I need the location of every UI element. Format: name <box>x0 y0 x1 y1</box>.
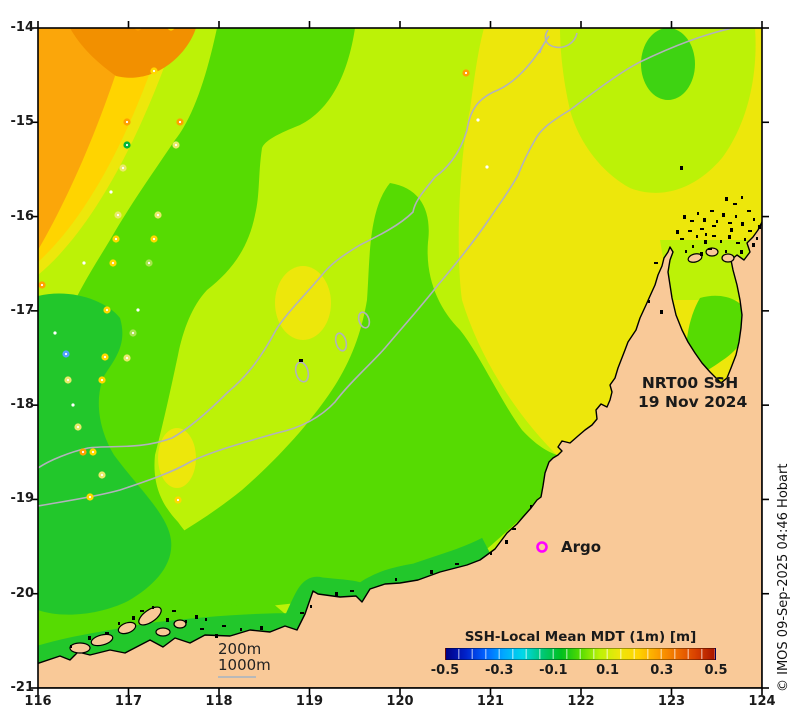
colorbar-tick-label: 0.1 <box>596 663 620 678</box>
ssh-gold-band <box>38 28 165 262</box>
y-tick-label: -18 <box>10 397 35 413</box>
map-title: NRT00 SSH 19 Nov 2024 <box>638 374 748 412</box>
colorbar-segments <box>446 649 715 659</box>
colorbar-tick-label: 0.5 <box>704 663 728 678</box>
depth-200m-label: 200m <box>218 640 262 658</box>
x-tick-label: 116 <box>24 694 52 709</box>
y-tick-label: -17 <box>10 302 35 318</box>
y-tick-label: -14 <box>10 20 35 35</box>
copyright-text: © IMOS 09-Sep-2025 04:46 Hobart <box>776 463 791 692</box>
y-tick-label: -19 <box>10 491 35 507</box>
land-australia <box>38 221 762 688</box>
colorbar-tick-label: -0.1 <box>539 663 568 678</box>
ssh-chartreuse-dome <box>560 28 756 193</box>
argo-marker <box>536 541 548 553</box>
ssh-yellow-blob-2 <box>158 428 196 488</box>
depth-1000m-line-sample <box>218 676 256 678</box>
ssh-green-patch-ne <box>641 28 695 100</box>
islands-outlined <box>69 247 735 654</box>
depth-1000m-label: 1000m <box>218 655 271 674</box>
x-tick-label: 122 <box>567 694 595 709</box>
map-title-line2: 19 Nov 2024 <box>638 392 748 411</box>
colorbar-title: SSH-Local Mean MDT (1m) [m] <box>464 629 697 645</box>
x-tick-label: 123 <box>657 694 686 709</box>
king-sound-green <box>686 295 749 375</box>
x-tick-label: 119 <box>295 694 324 709</box>
y-tick-label: -16 <box>10 208 35 224</box>
x-tick-label: 121 <box>476 694 505 709</box>
map-title-line1: NRT00 SSH <box>641 374 739 392</box>
depth-contour-legend: 200m 1000m <box>218 640 271 674</box>
y-tick-label: -20 <box>10 585 35 601</box>
ssh-orange-region <box>38 28 130 250</box>
ssh-dark-green-blob <box>38 293 172 615</box>
x-tick-label: 118 <box>205 694 233 709</box>
colorbar-tick-label: -0.5 <box>430 663 460 678</box>
x-tick-label: 120 <box>386 694 414 709</box>
ssh-dark-orange-patch <box>70 28 196 78</box>
axis-ticks <box>31 21 769 695</box>
colorbar <box>445 648 716 660</box>
y-tick-label: -21 <box>10 680 35 695</box>
island-specks <box>70 166 761 648</box>
argo-float-dots <box>38 28 489 504</box>
ssh-yellow-blob-1 <box>275 266 331 340</box>
y-tick-label: -15 <box>10 114 35 130</box>
reef-islet <box>299 359 303 362</box>
x-tick-label: 124 <box>748 694 776 709</box>
x-tick-label: 117 <box>114 694 143 709</box>
bathymetry-contours <box>38 28 734 507</box>
argo-label: Argo <box>561 538 602 556</box>
colorbar-tick-label: -0.3 <box>484 663 514 678</box>
colorbar-tick-label: 0.3 <box>650 663 674 678</box>
